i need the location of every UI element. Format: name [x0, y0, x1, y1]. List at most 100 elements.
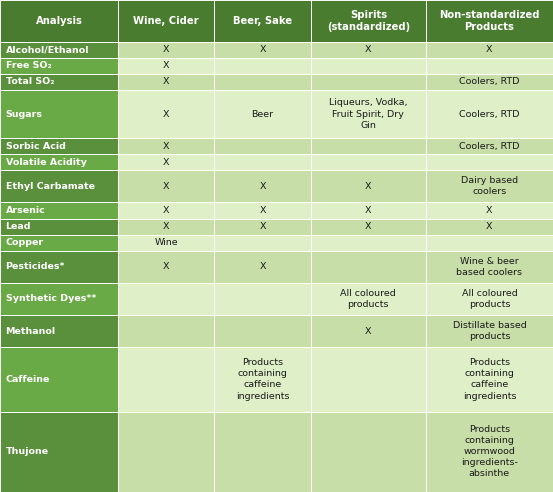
Bar [311, 58, 426, 74]
Text: Arsenic: Arsenic [6, 206, 45, 215]
Text: X: X [259, 182, 266, 191]
Bar [426, 170, 553, 203]
Bar [0, 235, 118, 251]
Bar [215, 347, 311, 412]
Text: Products
containing
caffeine
ingredients: Products containing caffeine ingredients [463, 358, 516, 400]
Bar [0, 251, 118, 283]
Bar [311, 251, 426, 283]
Bar [118, 154, 215, 170]
Text: X: X [163, 222, 169, 231]
Bar [118, 218, 215, 235]
Text: Free SO₂: Free SO₂ [6, 62, 51, 70]
Text: Distillate based
products: Distillate based products [452, 321, 526, 341]
Bar [0, 154, 118, 170]
Bar [426, 412, 553, 492]
Bar [215, 0, 311, 42]
Bar [118, 42, 215, 58]
Bar [0, 218, 118, 235]
Text: X: X [163, 45, 169, 54]
Bar [311, 412, 426, 492]
Text: Wine & beer
based coolers: Wine & beer based coolers [456, 257, 523, 277]
Text: X: X [365, 45, 372, 54]
Text: Ethyl Carbamate: Ethyl Carbamate [6, 182, 95, 191]
Text: X: X [163, 158, 169, 167]
Text: Beer: Beer [252, 110, 274, 119]
Bar [0, 42, 118, 58]
Text: Wine: Wine [154, 238, 178, 247]
Text: X: X [259, 262, 266, 271]
Bar [0, 0, 118, 42]
Bar [118, 58, 215, 74]
Text: Thujone: Thujone [6, 447, 49, 456]
Bar [311, 170, 426, 203]
Text: X: X [163, 206, 169, 215]
Text: Synthetic Dyes**: Synthetic Dyes** [6, 295, 96, 304]
Bar [311, 283, 426, 315]
Text: Coolers, RTD: Coolers, RTD [459, 142, 520, 151]
Bar [311, 42, 426, 58]
Text: Sorbic Acid: Sorbic Acid [6, 142, 65, 151]
Text: X: X [259, 222, 266, 231]
Text: Coolers, RTD: Coolers, RTD [459, 110, 520, 119]
Text: Beer, Sake: Beer, Sake [233, 16, 292, 26]
Bar [118, 283, 215, 315]
Text: Caffeine: Caffeine [6, 375, 50, 384]
Text: Total SO₂: Total SO₂ [6, 77, 54, 86]
Bar [118, 74, 215, 90]
Text: X: X [259, 206, 266, 215]
Bar [426, 42, 553, 58]
Bar [311, 74, 426, 90]
Text: X: X [163, 182, 169, 191]
Text: Products
containing
wormwood
ingredients-
absinthe: Products containing wormwood ingredients… [461, 425, 518, 479]
Bar [311, 90, 426, 138]
Bar [311, 203, 426, 218]
Bar [215, 90, 311, 138]
Bar [426, 235, 553, 251]
Text: Volatile Acidity: Volatile Acidity [6, 158, 86, 167]
Bar [426, 74, 553, 90]
Bar [426, 58, 553, 74]
Bar [118, 203, 215, 218]
Bar [118, 315, 215, 347]
Text: X: X [365, 222, 372, 231]
Bar [215, 283, 311, 315]
Text: Spirits
(standardized): Spirits (standardized) [327, 10, 410, 32]
Text: X: X [365, 182, 372, 191]
Bar [311, 347, 426, 412]
Bar [311, 218, 426, 235]
Bar [215, 42, 311, 58]
Bar [118, 90, 215, 138]
Bar [426, 0, 553, 42]
Bar [0, 138, 118, 154]
Bar [426, 347, 553, 412]
Text: X: X [163, 262, 169, 271]
Text: X: X [163, 142, 169, 151]
Text: X: X [365, 206, 372, 215]
Text: All coloured
products: All coloured products [341, 289, 397, 309]
Bar [0, 412, 118, 492]
Text: Analysis: Analysis [35, 16, 82, 26]
Bar [215, 235, 311, 251]
Text: All coloured
products: All coloured products [462, 289, 517, 309]
Bar [118, 235, 215, 251]
Bar [426, 138, 553, 154]
Bar [426, 218, 553, 235]
Bar [0, 315, 118, 347]
Bar [0, 90, 118, 138]
Bar [0, 347, 118, 412]
Text: X: X [259, 45, 266, 54]
Bar [118, 0, 215, 42]
Bar [311, 154, 426, 170]
Bar [0, 170, 118, 203]
Bar [426, 315, 553, 347]
Bar [426, 283, 553, 315]
Bar [0, 283, 118, 315]
Bar [311, 138, 426, 154]
Text: Dairy based
coolers: Dairy based coolers [461, 176, 518, 196]
Bar [0, 203, 118, 218]
Text: Products
containing
caffeine
ingredients: Products containing caffeine ingredients [236, 358, 289, 400]
Bar [215, 154, 311, 170]
Text: Wine, Cider: Wine, Cider [133, 16, 199, 26]
Text: X: X [486, 222, 493, 231]
Text: Alcohol/Ethanol: Alcohol/Ethanol [6, 45, 89, 54]
